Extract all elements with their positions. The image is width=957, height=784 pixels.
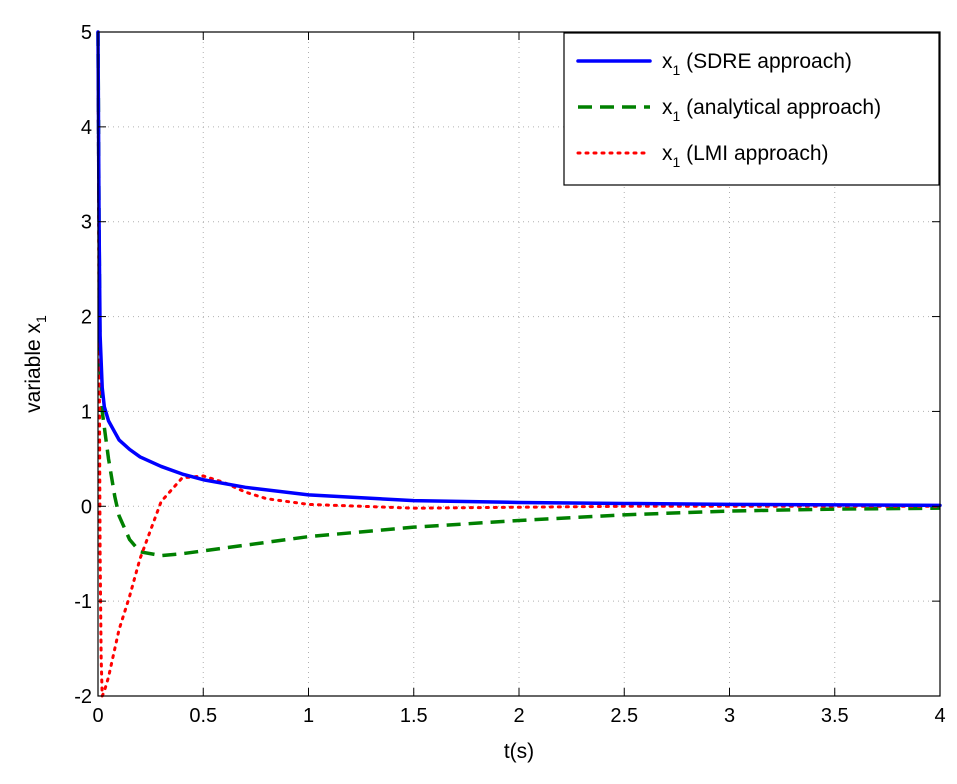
legend-label-sub: 1 <box>673 62 681 78</box>
legend-label: x1 (analytical approach) <box>662 96 881 124</box>
x-axis-label: t(s) <box>504 740 534 763</box>
y-tick-label: 5 <box>81 22 92 44</box>
series-line-solid <box>96 30 942 508</box>
series-line-dotted <box>96 30 942 698</box>
legend-label-main: x <box>662 142 673 165</box>
legend-label: x1 (SDRE approach) <box>662 50 852 78</box>
x-tick-label: 0.5 <box>189 705 217 727</box>
legend-label-sub: 1 <box>673 108 681 124</box>
y-tick-label: -2 <box>74 686 92 708</box>
legend-box <box>563 32 940 186</box>
legend: x1 (SDRE approach)x1 (analytical approac… <box>563 32 940 186</box>
legend-label-sub: 1 <box>673 154 681 170</box>
y-axis-label-main: variable x <box>22 322 45 412</box>
x-tick-label: 2 <box>513 705 524 727</box>
legend-label-suffix: (analytical approach) <box>680 96 881 119</box>
legend-items: x1 (SDRE approach)x1 (analytical approac… <box>576 50 881 170</box>
y-axis-label-sub: 1 <box>33 315 49 323</box>
x-tick-label: 3 <box>724 705 735 727</box>
y-tick-label: 3 <box>81 212 92 234</box>
x-tick-label: 3.5 <box>821 705 849 727</box>
y-tick-label: 2 <box>81 307 92 329</box>
x-tick-label: 2.5 <box>610 705 638 727</box>
series-layer <box>96 30 942 698</box>
series-line-dashed <box>96 31 941 558</box>
y-tick-label: -1 <box>74 591 92 613</box>
y-tick-label: 4 <box>81 117 92 139</box>
y-tick-label: 0 <box>81 496 92 518</box>
legend-label-main: x <box>662 50 673 73</box>
axis-ticks: 0 0.5 1 1.5 2 2.5 3 3.5 4 -2 -1 0 1 2 3 4 5 <box>74 22 945 727</box>
legend-label-suffix: (LMI approach) <box>680 142 828 165</box>
y-axis-label: variable x1 <box>22 315 49 413</box>
x-tick-label: 0 <box>92 705 103 727</box>
x-tick-label: 1.5 <box>400 705 428 727</box>
legend-label-suffix: (SDRE approach) <box>680 50 852 73</box>
legend-label: x1 (LMI approach) <box>662 142 829 170</box>
x-tick-label: 1 <box>303 705 314 727</box>
x-tick-label: 4 <box>934 705 945 727</box>
y-tick-label: 1 <box>81 401 92 423</box>
legend-label-main: x <box>662 96 673 119</box>
